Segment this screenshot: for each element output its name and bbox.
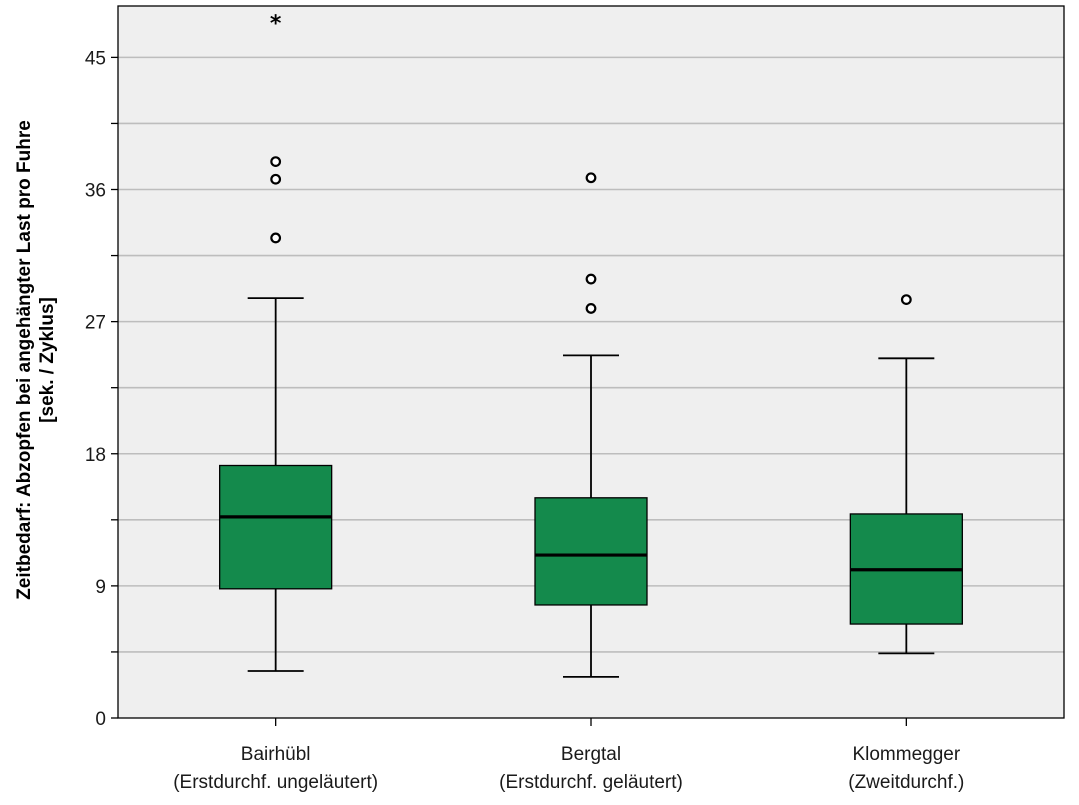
y-axis-title: Zeitbedarf: Abzopfen bei angehängter Las… xyxy=(14,120,58,600)
boxes: * xyxy=(219,12,963,678)
x-axis: Bairhübl (Erstdurchf. ungeläutert) Bergtal… xyxy=(173,718,964,793)
box-group: * xyxy=(219,12,333,672)
category-label-line1: Klommegger xyxy=(852,744,960,765)
box-group xyxy=(849,294,963,655)
outlier-point xyxy=(270,156,282,168)
extreme-point: * xyxy=(270,12,282,37)
y-tick-label: 36 xyxy=(85,181,106,202)
outlier-point xyxy=(585,172,597,184)
category-label-line2: (Erstdurchf. ungeläutert) xyxy=(173,772,378,793)
outlier-point xyxy=(270,232,282,244)
y-tick-label: 18 xyxy=(85,445,106,466)
y-axis-title-line2: [sek. / Zyklus] xyxy=(37,297,58,423)
outlier-point xyxy=(585,303,597,314)
outlier-point xyxy=(585,273,597,285)
box-group xyxy=(534,172,648,678)
y-tick-label: 0 xyxy=(95,709,106,730)
category-label-line1: Bairhübl xyxy=(241,744,311,765)
outlier-point xyxy=(900,294,912,306)
category-label-line2: (Erstdurchf. geläutert) xyxy=(499,772,683,793)
y-axis: 0 9 18 27 36 45 xyxy=(85,48,118,730)
outlier-point xyxy=(270,173,282,185)
y-tick-label: 9 xyxy=(95,577,106,598)
category-label-line2: (Zweitdurchf.) xyxy=(848,772,964,793)
category-label-line1: Bergtal xyxy=(561,744,621,765)
box-iqr xyxy=(534,497,648,606)
y-tick-label: 27 xyxy=(85,313,106,334)
y-tick-label: 45 xyxy=(85,48,106,69)
y-axis-title-line1: Zeitbedarf: Abzopfen bei angehängter Las… xyxy=(14,120,35,600)
box-iqr xyxy=(219,464,333,590)
